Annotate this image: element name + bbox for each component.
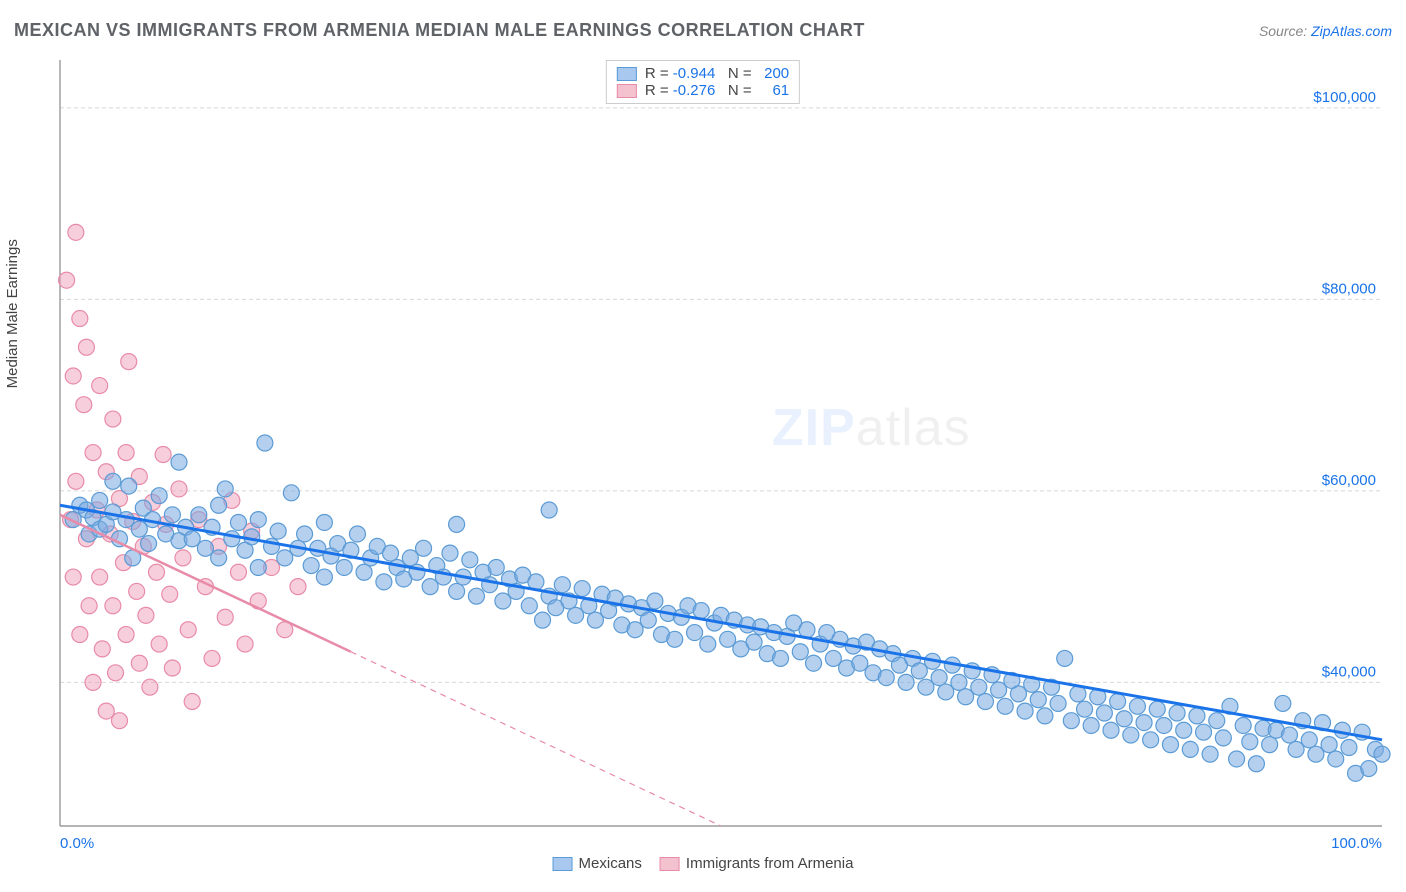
legend-row: R = -0.944 N = 200: [617, 65, 789, 82]
x-axis-labels: 0.0% 100.0%: [60, 835, 1382, 852]
legend-row: R = -0.276 N = 61: [617, 82, 789, 99]
y-axis-label: Median Male Earnings: [4, 239, 21, 388]
x-max-label: 100.0%: [1331, 835, 1382, 852]
x-min-label: 0.0%: [60, 835, 94, 852]
source-prefix: Source:: [1259, 23, 1311, 39]
chart-container: Median Male Earnings $40,000$60,000$80,0…: [14, 56, 1392, 870]
legend-stats: R = -0.276 N = 61: [645, 82, 789, 99]
legend-swatch: [617, 67, 637, 81]
scatter-chart: $40,000 $60,000 $80,000 $100,000: [14, 56, 1392, 870]
series-legend-item: Mexicans: [553, 855, 642, 872]
series-legend-label: Mexicans: [579, 855, 642, 872]
svg-text:$60,000: $60,000: [1322, 472, 1376, 489]
svg-text:$100,000: $100,000: [1313, 89, 1376, 106]
source-link[interactable]: ZipAtlas.com: [1311, 23, 1392, 39]
svg-text:$80,000: $80,000: [1322, 280, 1376, 297]
legend-swatch: [553, 857, 573, 871]
chart-title: MEXICAN VS IMMIGRANTS FROM ARMENIA MEDIA…: [14, 20, 865, 41]
legend-swatch: [617, 84, 637, 98]
legend-stats: R = -0.944 N = 200: [645, 65, 789, 82]
legend-swatch: [660, 857, 680, 871]
source-attribution: Source: ZipAtlas.com: [1259, 23, 1392, 39]
series-legend: Mexicans Immigrants from Armenia: [553, 855, 854, 872]
series-legend-item: Immigrants from Armenia: [660, 855, 854, 872]
series-legend-label: Immigrants from Armenia: [686, 855, 854, 872]
svg-text:$40,000: $40,000: [1322, 663, 1376, 680]
correlation-legend: R = -0.944 N = 200R = -0.276 N = 61: [606, 60, 800, 104]
